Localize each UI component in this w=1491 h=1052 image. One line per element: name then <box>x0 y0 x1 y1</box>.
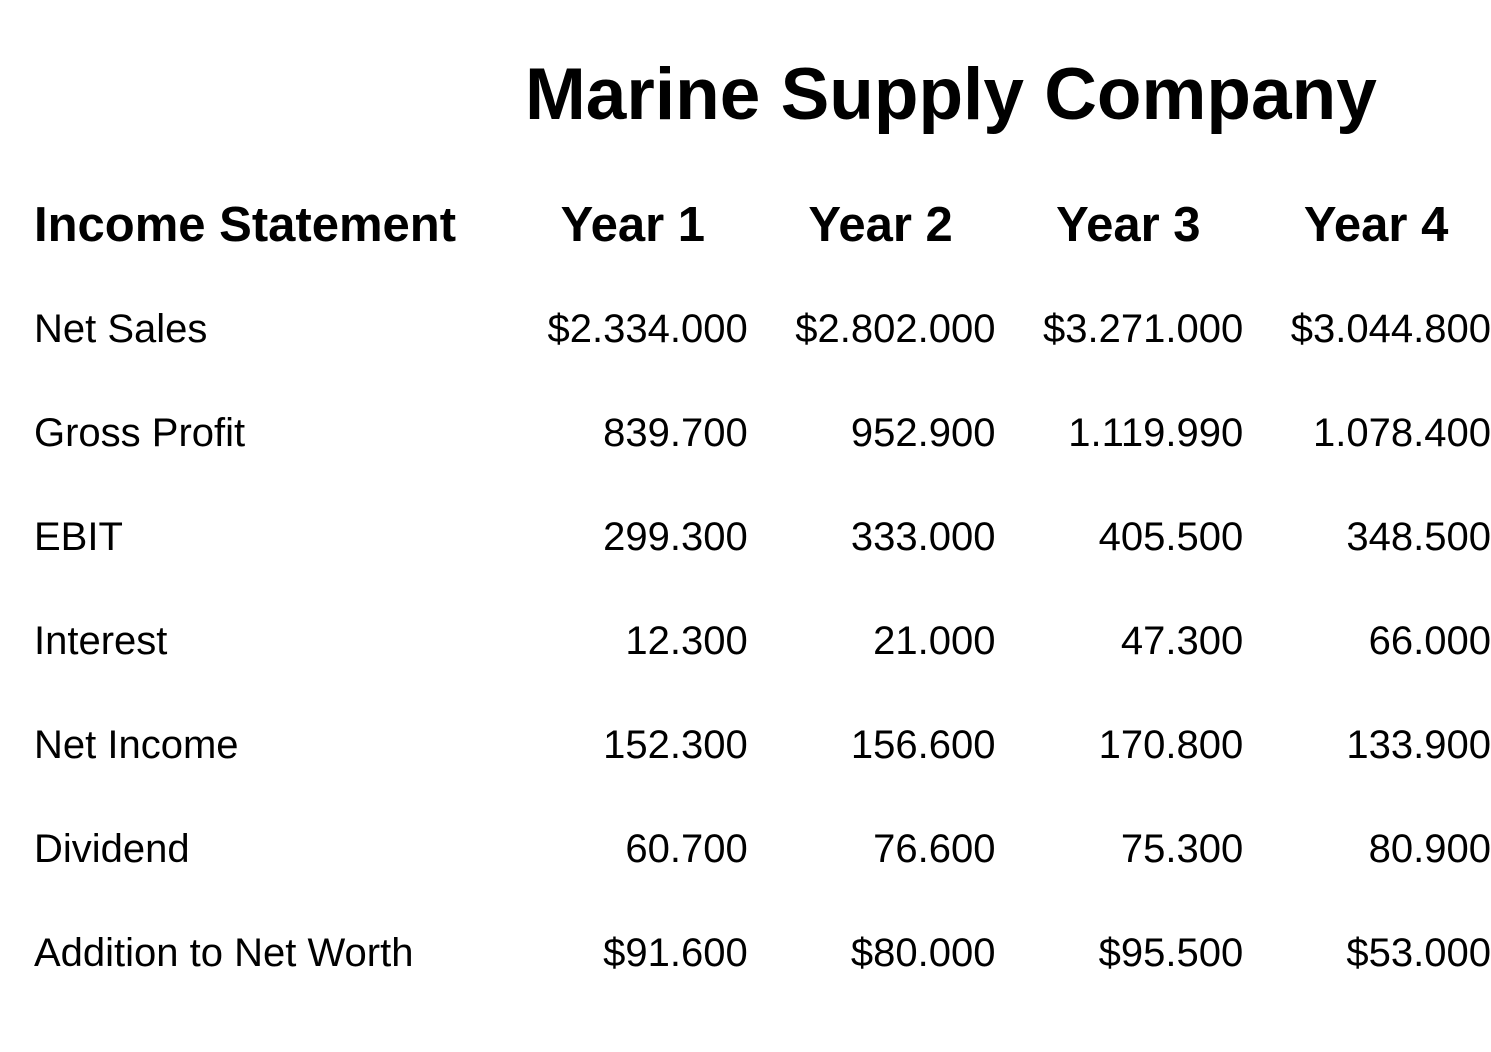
cell-year-1: 299.300 <box>603 514 748 559</box>
table-row: Interest 12.300 21.000 47.300 66.000 <box>34 589 1491 693</box>
cell-year-1: 60.700 <box>625 826 748 871</box>
cell-year-1: 152.300 <box>603 722 748 767</box>
cell-year-3: 170.800 <box>1098 722 1244 767</box>
header-year-2: Year 2 <box>808 198 953 252</box>
cell-year-2: 21.000 <box>873 618 996 663</box>
row-label: Addition to Net Worth <box>34 930 414 975</box>
row-label: Net Income <box>34 722 239 767</box>
income-statement-table: Income Statement Year 1 Year 2 Year 3 Ye… <box>34 173 1491 1005</box>
header-year-3: Year 3 <box>1056 198 1201 252</box>
cell-year-2: 333.000 <box>850 514 996 559</box>
header-row: Income Statement Year 1 Year 2 Year 3 Ye… <box>34 173 1491 277</box>
cell-year-3: $95.500 <box>1098 930 1244 975</box>
table-row: Addition to Net Worth $91.600 $80.000 $95.5… <box>34 901 1491 1005</box>
table-row: Net Sales $2.334.000 $2.802.000 $3.271.000 $… <box>34 277 1491 381</box>
cell-year-2: 76.600 <box>873 826 996 871</box>
cell-year-2: $2.802.000 <box>795 306 996 351</box>
cell-year-2: $80.000 <box>850 930 996 975</box>
row-label: Interest <box>34 618 168 663</box>
cell-year-1: $2.334.000 <box>547 306 748 351</box>
table-row: Net Income 152.300 156.600 170.800 133.900 <box>34 693 1491 797</box>
cell-year-3: $3.271.000 <box>1043 306 1244 351</box>
cell-year-1: 12.300 <box>625 618 748 663</box>
cell-year-4: 348.500 <box>1346 514 1491 559</box>
cell-year-4: $53.000 <box>1346 930 1491 975</box>
cell-year-2: 156.600 <box>850 722 996 767</box>
table-row: EBIT 299.300 333.000 405.500 348.500 <box>34 485 1491 589</box>
header-label: Income Statement <box>34 198 457 252</box>
cell-year-4: 80.900 <box>1368 826 1491 871</box>
cell-year-4: 133.900 <box>1346 722 1491 767</box>
cell-year-3: 47.300 <box>1120 618 1244 663</box>
cell-year-4: $3.044.800 <box>1290 306 1491 351</box>
row-label: Net Sales <box>34 306 208 351</box>
header-year-4: Year 4 <box>1303 198 1449 252</box>
cell-year-1: 839.700 <box>603 410 748 455</box>
cell-year-3: 75.300 <box>1120 826 1244 871</box>
cell-year-4: 1.078.400 <box>1313 410 1491 455</box>
cell-year-2: 952.900 <box>850 410 996 455</box>
page-title: Marine Supply Company <box>525 54 1377 135</box>
cell-year-4: 66.000 <box>1368 618 1491 663</box>
cell-year-3: 1.119.990 <box>1068 410 1244 455</box>
row-label: EBIT <box>34 514 123 559</box>
row-label: Dividend <box>34 826 190 871</box>
cell-year-3: 405.500 <box>1098 514 1244 559</box>
table-row: Dividend 60.700 76.600 75.300 80.900 <box>34 797 1491 901</box>
cell-year-1: $91.600 <box>603 930 748 975</box>
table-row: Gross Profit 839.700 952.900 1.119.990 1.078… <box>34 381 1491 485</box>
header-year-1: Year 1 <box>560 198 706 252</box>
row-label: Gross Profit <box>34 410 246 455</box>
